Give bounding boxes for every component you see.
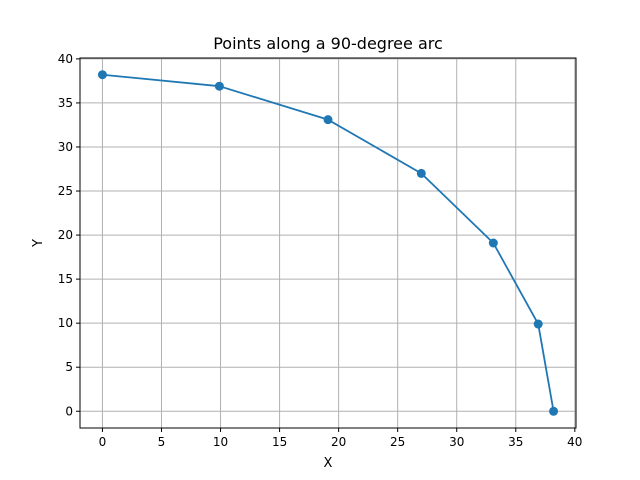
data-point xyxy=(549,406,559,416)
series-layer xyxy=(97,70,559,416)
x-axis-label: X xyxy=(324,456,333,471)
ticks: 0 5 10 15 20 25 30 35 40 0 5 10 15 20 25 30 35 40 xyxy=(58,52,583,449)
y-tick-label: 35 xyxy=(58,96,73,110)
x-tick-label: 35 xyxy=(508,435,523,449)
data-point xyxy=(533,319,543,329)
x-tick-label: 0 xyxy=(99,435,107,449)
x-tick-label: 30 xyxy=(449,435,464,449)
x-tick-label: 20 xyxy=(331,435,346,449)
x-tick-label: 15 xyxy=(272,435,287,449)
y-tick-label: 20 xyxy=(58,228,73,242)
y-tick-label: 15 xyxy=(58,272,73,286)
x-tick-label: 25 xyxy=(390,435,405,449)
chart-title: Points along a 90-degree arc xyxy=(213,34,443,53)
y-tick-label: 10 xyxy=(58,316,73,330)
y-tick-label: 30 xyxy=(58,140,73,154)
y-tick-label: 40 xyxy=(58,52,73,66)
data-point xyxy=(97,70,107,80)
y-axis-label: Y xyxy=(31,239,46,248)
y-tick-label: 0 xyxy=(65,404,73,418)
data-point xyxy=(323,115,333,125)
data-point xyxy=(214,81,224,91)
series-line xyxy=(102,73,555,412)
data-point xyxy=(416,168,426,178)
x-tick-label: 5 xyxy=(158,435,166,449)
y-tick-label: 25 xyxy=(58,184,73,198)
data-point xyxy=(488,238,498,248)
plot-frame xyxy=(79,57,577,429)
x-tick-label: 10 xyxy=(213,435,228,449)
grid xyxy=(80,58,576,428)
y-tick-label: 5 xyxy=(65,360,73,374)
x-tick-label: 40 xyxy=(567,435,582,449)
